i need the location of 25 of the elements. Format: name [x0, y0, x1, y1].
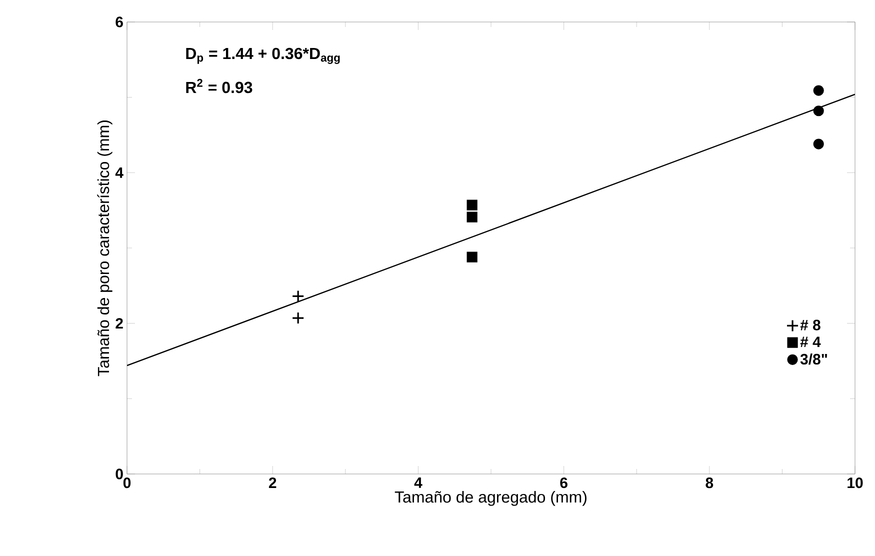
point: [466, 212, 478, 222]
y-tick-label: 4: [115, 168, 124, 178]
x-tick-label: 0: [123, 478, 131, 488]
y-axis-title: Tamaño de poro característico (mm): [97, 120, 112, 376]
point: [813, 138, 824, 150]
annotation: D$_{p}$ = 1.44 + 0.36*D$_{agg}$: [186, 48, 340, 64]
x-tick-label: 6: [560, 478, 568, 488]
y-tick-label: 0: [116, 468, 123, 480]
annotation: R$^{2}$ = 0.93: [186, 78, 252, 94]
x-tick-label: 10: [848, 478, 863, 488]
y-tick-label: 2: [116, 318, 123, 329]
legend-label: # 8: [800, 320, 820, 330]
x-axis-title: Tamaño de agregado (mm): [394, 490, 586, 506]
y-tick-label: 6: [116, 16, 123, 28]
point: [292, 290, 304, 302]
x-tick-label: 4: [414, 478, 422, 488]
point: [292, 312, 304, 324]
point: [466, 252, 478, 262]
point: [466, 200, 478, 210]
point: [813, 106, 824, 116]
legend-label: 3/8": [800, 353, 827, 365]
legend-label: # 4: [800, 336, 821, 347]
x-tick-label: 2: [268, 478, 276, 488]
x-tick-label: 8: [706, 478, 714, 488]
point: [813, 85, 824, 96]
